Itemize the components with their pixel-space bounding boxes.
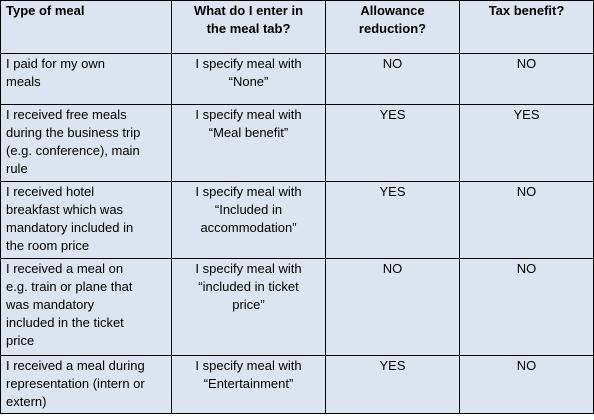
cell-allowance-reduction: YES xyxy=(325,355,460,414)
table-header-row: Type of meal What do I enter in the meal… xyxy=(0,0,594,54)
cell-tax-benefit: NO xyxy=(459,258,594,356)
cell-tax-benefit: YES xyxy=(459,104,594,182)
table-row: I received a meal during representation … xyxy=(0,355,594,414)
cell-allowance-reduction: NO xyxy=(325,53,460,105)
cell-meal-tab-entry: I specify meal with “None” xyxy=(171,53,326,105)
cell-tax-benefit: NO xyxy=(459,181,594,259)
cell-meal-type: I received a meal during representation … xyxy=(0,355,172,414)
header-type-of-meal: Type of meal xyxy=(0,0,172,54)
cell-meal-type: I paid for my own meals xyxy=(0,53,172,105)
cell-meal-type: I received a meal on e.g. train or plane… xyxy=(0,258,172,356)
cell-meal-tab-entry: I specify meal with “Entertainment” xyxy=(171,355,326,414)
header-allowance-reduction: Allowance reduction? xyxy=(325,0,460,54)
cell-meal-type: I received hotel breakfast which was man… xyxy=(0,181,172,259)
cell-meal-tab-entry: I specify meal with “included in ticket … xyxy=(171,258,326,356)
cell-meal-type: I received free meals during the busines… xyxy=(0,104,172,182)
cell-tax-benefit: NO xyxy=(459,355,594,414)
cell-allowance-reduction: YES xyxy=(325,104,460,182)
cell-meal-tab-entry: I specify meal with “Meal benefit” xyxy=(171,104,326,182)
cell-meal-tab-entry: I specify meal with “Included in accommo… xyxy=(171,181,326,259)
header-meal-tab-entry: What do I enter in the meal tab? xyxy=(171,0,326,54)
table-row: I received a meal on e.g. train or plane… xyxy=(0,258,594,356)
cell-allowance-reduction: YES xyxy=(325,181,460,259)
header-tax-benefit: Tax benefit? xyxy=(459,0,594,54)
cell-tax-benefit: NO xyxy=(459,53,594,105)
cell-allowance-reduction: NO xyxy=(325,258,460,356)
table-row: I received hotel breakfast which was man… xyxy=(0,181,594,259)
table-row: I paid for my own meals I specify meal w… xyxy=(0,53,594,105)
table-row: I received free meals during the busines… xyxy=(0,104,594,182)
